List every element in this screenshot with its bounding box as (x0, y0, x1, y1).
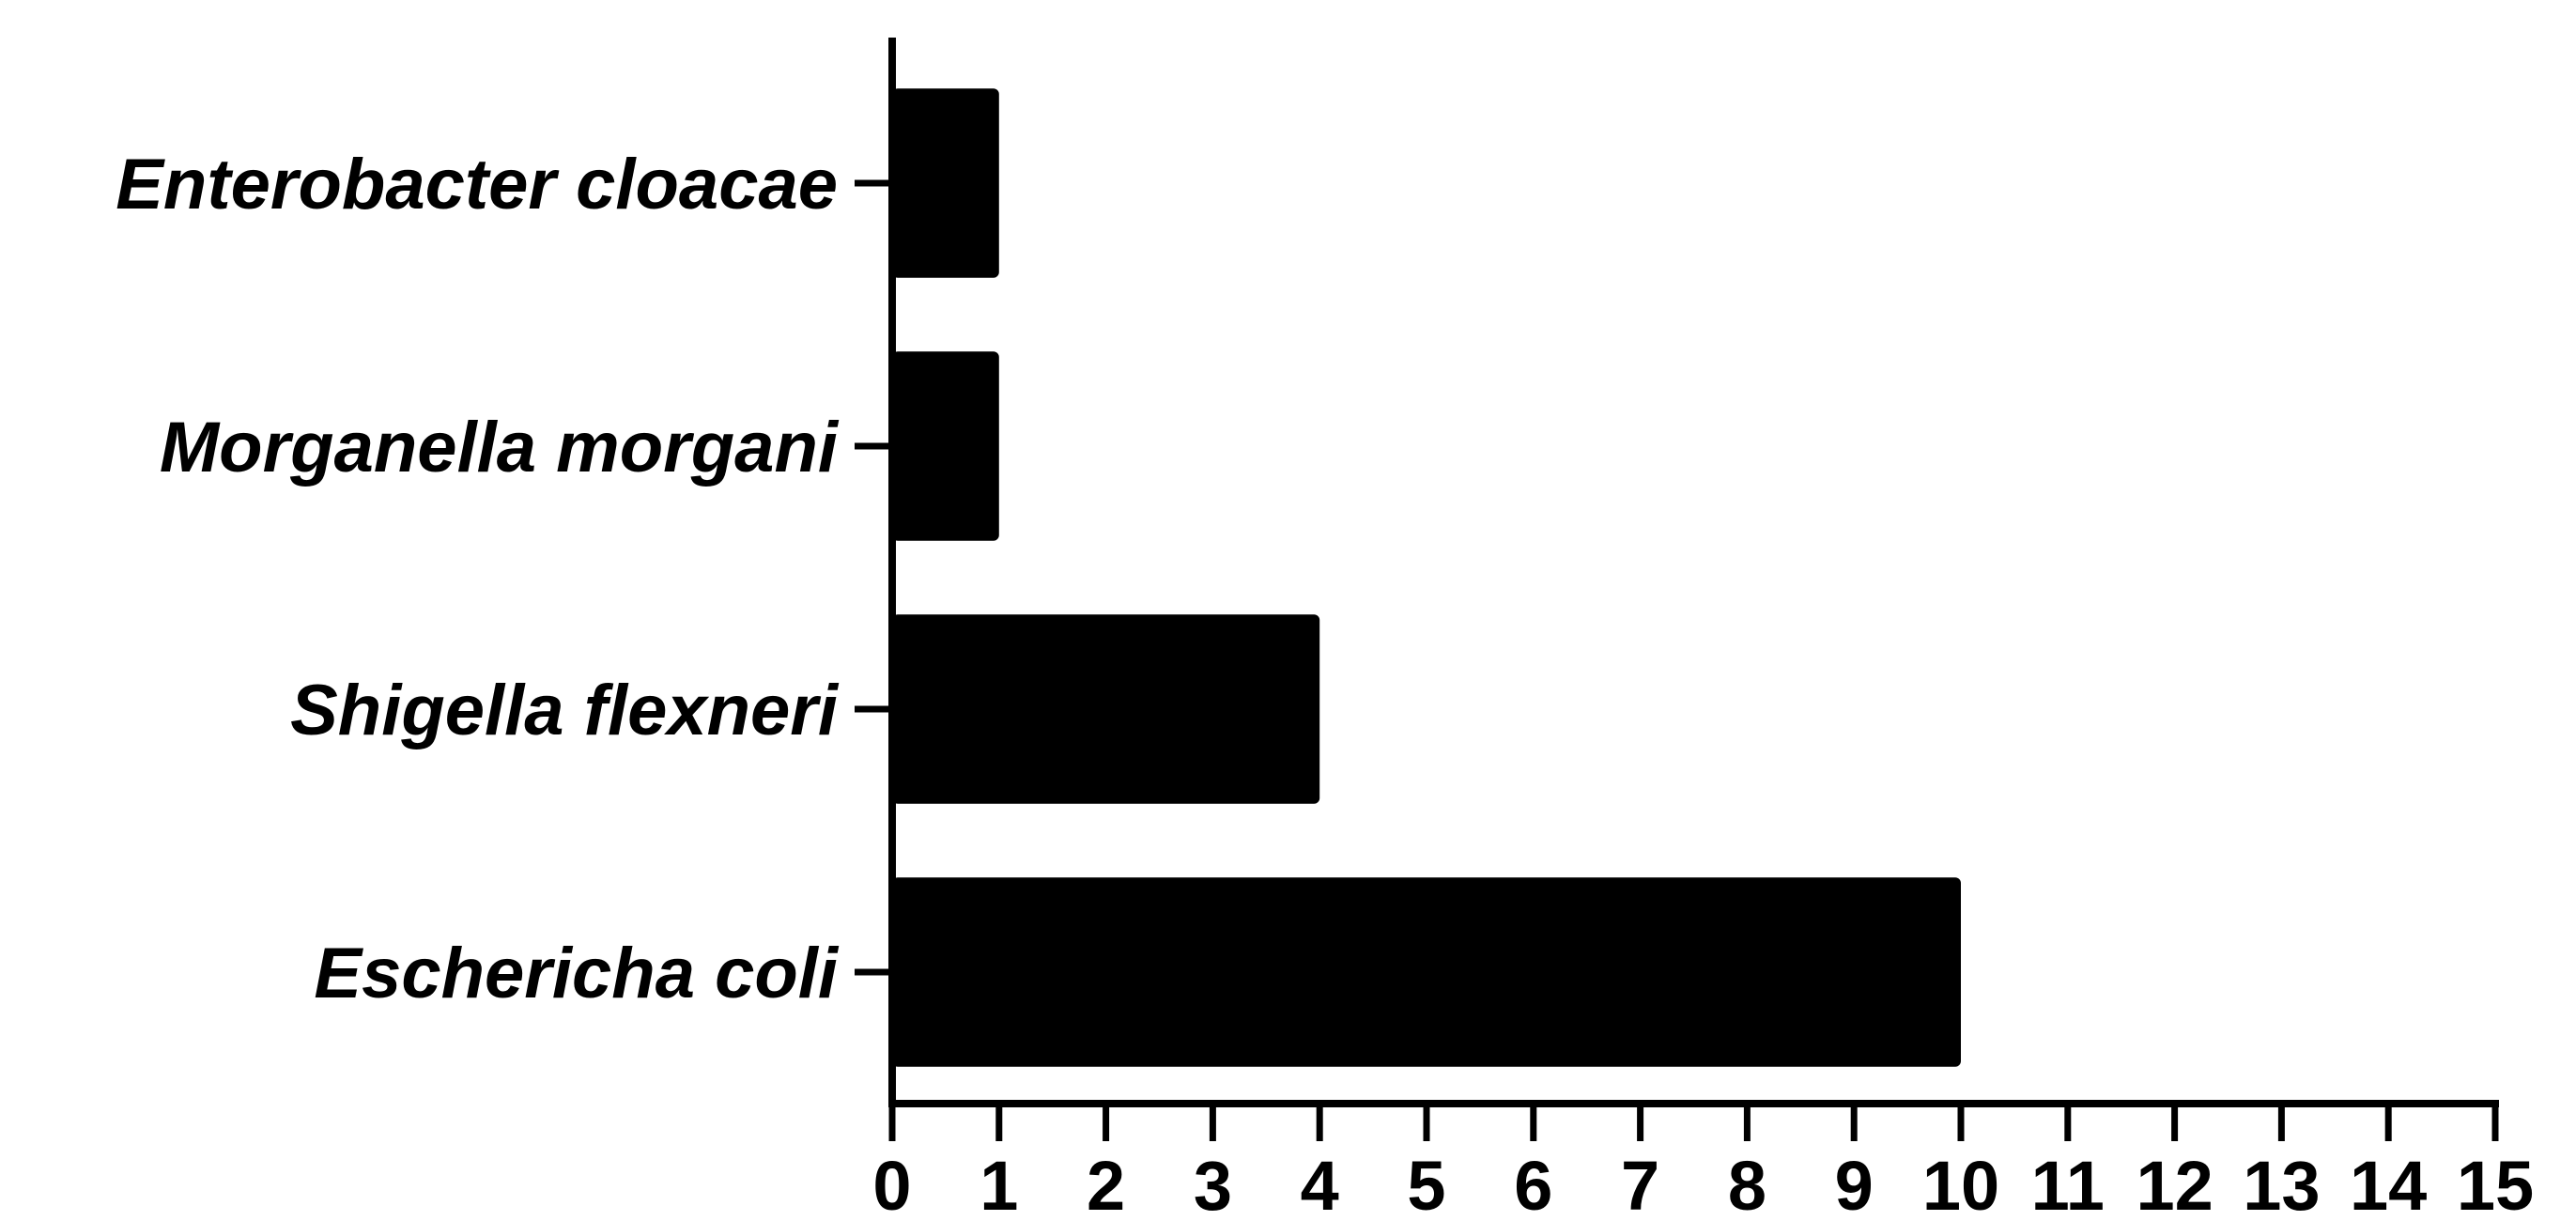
axes-group (855, 38, 2499, 1141)
y-tick-label: Morganella morgani (160, 408, 840, 487)
x-tick-label: 6 (1514, 1147, 1552, 1216)
x-tick-label: 5 (1407, 1147, 1445, 1216)
x-tick-label: 4 (1301, 1147, 1339, 1216)
x-tick-label: 13 (2243, 1147, 2320, 1216)
x-tick-label: 1 (979, 1147, 1018, 1216)
bar-shigella-flexneri (892, 614, 1320, 804)
x-tick-label: 8 (1728, 1147, 1766, 1216)
bar-morganella-morgani (892, 351, 999, 541)
x-tick-label: 14 (2350, 1147, 2427, 1216)
x-tick-label: 15 (2457, 1147, 2534, 1216)
x-tick-label: 3 (1194, 1147, 1232, 1216)
bar-eschericha-coli (892, 877, 1961, 1067)
x-tick-label: 12 (2136, 1147, 2213, 1216)
y-tick-label: Shigella flexneri (290, 671, 840, 750)
labels-group: Enterobacter cloacae Morganella morgani Sh… (116, 145, 2534, 1221)
x-tick-label: 7 (1621, 1147, 1659, 1216)
bars-group (892, 88, 1961, 1067)
y-tick-label: Eschericha coli (314, 934, 839, 1013)
x-tick-label: 11 (2031, 1147, 2105, 1216)
x-tick-label: 0 (872, 1147, 911, 1216)
x-tick-label: 2 (1087, 1147, 1125, 1216)
bar-enterobacter-cloacae (892, 88, 999, 278)
x-tick-label: 10 (1922, 1147, 1999, 1216)
x-tick-label: 9 (1835, 1147, 1874, 1216)
y-tick-label: Enterobacter cloacae (116, 145, 838, 224)
